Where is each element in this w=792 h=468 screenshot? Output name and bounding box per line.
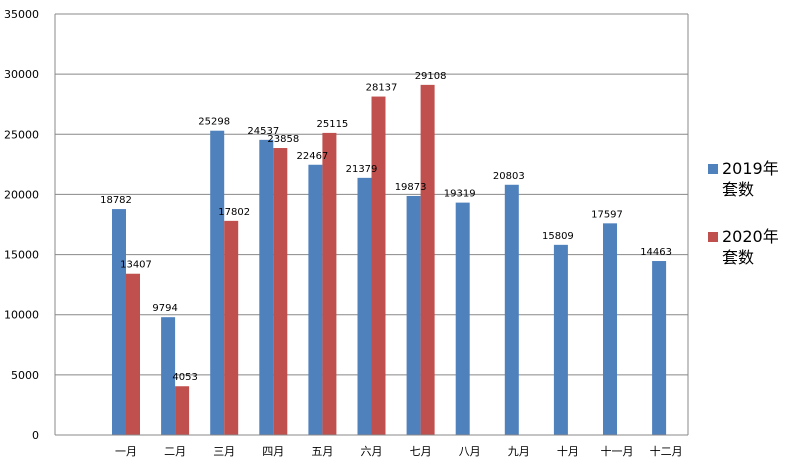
bar-s1-5 <box>371 96 386 435</box>
bars <box>112 84 667 435</box>
bar-s0-8 <box>504 184 519 435</box>
y-tick-label-0: 0 <box>32 429 39 442</box>
bar-s1-0 <box>126 273 140 435</box>
x-tick-label-7: 八月 <box>459 445 481 458</box>
bar-s0-4 <box>308 164 323 435</box>
bar-s0-9 <box>553 244 568 435</box>
data-label-s1-6: 29108 <box>415 71 447 82</box>
data-label-s0-1: 9794 <box>152 303 177 314</box>
y-tick-label-7: 35000 <box>4 8 39 21</box>
y-axis-ticks: 0 5000 10000 15000 20000 25000 30000 35000 <box>4 8 39 442</box>
data-label-s0-0: 18782 <box>100 195 132 206</box>
data-label-s0-8: 20803 <box>493 171 525 182</box>
data-label-s1-4: 25115 <box>316 119 348 130</box>
data-label-s1-2: 17802 <box>218 207 250 218</box>
legend-swatch-2020 <box>708 232 718 242</box>
bar-s0-0 <box>112 209 126 435</box>
y-tick-label-2: 10000 <box>4 309 39 322</box>
data-label-s0-2: 25298 <box>198 117 230 128</box>
bar-s0-7 <box>455 202 470 435</box>
data-label-s0-4: 22467 <box>296 151 328 162</box>
x-tick-label-1: 二月 <box>164 445 186 458</box>
bar-s1-6 <box>420 84 435 435</box>
data-label-s1-0: 13407 <box>120 260 152 271</box>
data-label-s1-5: 28137 <box>366 83 398 94</box>
bar-s0-5 <box>357 177 372 435</box>
data-label-s0-3: 24537 <box>247 126 279 137</box>
y-tick-label-4: 20000 <box>4 188 39 201</box>
x-tick-label-11: 十二月 <box>650 444 683 458</box>
bar-s1-3 <box>273 148 288 435</box>
data-label-s0-7: 19319 <box>444 189 476 200</box>
bar-s0-6 <box>406 195 421 435</box>
x-tick-label-6: 七月 <box>410 445 432 458</box>
x-axis-ticks: 一月 二月 三月 四月 五月 六月 七月 八月 九月 十月 十一月 十二月 <box>115 444 683 458</box>
data-label-s0-10: 17597 <box>591 209 623 220</box>
bar-s0-2 <box>210 130 225 435</box>
data-label-s0-9: 15809 <box>542 231 574 242</box>
x-tick-label-5: 六月 <box>361 445 383 458</box>
x-tick-label-0: 一月 <box>115 445 137 458</box>
x-tick-label-8: 九月 <box>508 445 530 458</box>
y-tick-label-3: 15000 <box>4 249 39 262</box>
legend-label-2019: 2019年 套数 <box>722 159 779 199</box>
legend-label-2020: 2020年 套数 <box>722 227 779 267</box>
x-tick-label-3: 四月 <box>262 445 284 458</box>
bar-s0-3 <box>259 139 274 435</box>
bar-s0-11 <box>652 261 667 435</box>
y-tick-label-5: 25000 <box>4 128 39 141</box>
bar-s0-10 <box>603 223 617 435</box>
bar-s1-2 <box>224 220 239 435</box>
data-label-s0-6: 19873 <box>395 182 427 193</box>
x-tick-label-9: 十月 <box>557 444 579 458</box>
x-tick-label-10: 十一月 <box>601 444 634 458</box>
y-tick-label-6: 30000 <box>4 68 39 81</box>
data-label-s1-1: 4053 <box>172 372 197 383</box>
legend-swatch-2019 <box>708 164 718 174</box>
x-tick-label-2: 三月 <box>213 445 235 458</box>
bar-s1-4 <box>322 132 337 435</box>
x-tick-label-4: 五月 <box>311 445 333 458</box>
bar-s0-1 <box>161 317 176 435</box>
data-label-s0-5: 21379 <box>346 164 378 175</box>
data-label-s1-3: 23858 <box>267 134 299 145</box>
data-label-s0-11: 14463 <box>640 247 672 258</box>
bar-s1-1 <box>175 386 190 435</box>
y-tick-label-1: 5000 <box>11 369 39 382</box>
